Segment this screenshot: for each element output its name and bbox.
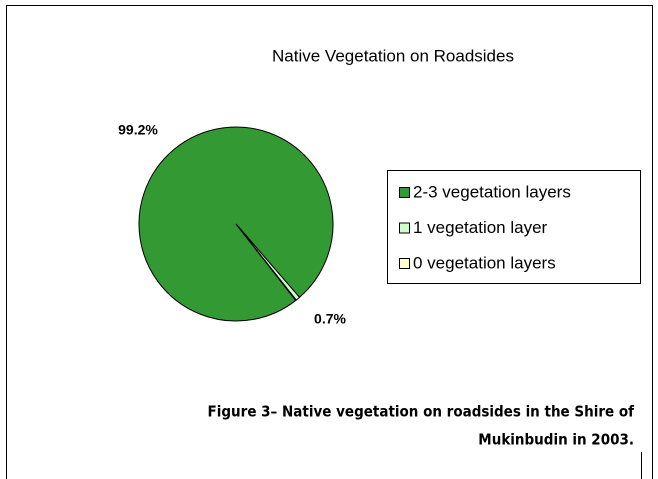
- legend-swatch: [399, 222, 410, 234]
- data-label: 0.7%: [314, 311, 346, 327]
- legend-swatch: [399, 258, 410, 269]
- chart-title: Native Vegetation on Roadsides: [272, 46, 514, 65]
- data-label: 99.2%: [118, 122, 158, 138]
- legend-label: 0 vegetation layers: [413, 253, 556, 272]
- caption-line: Mukinbudin in 2003.: [478, 431, 634, 449]
- legend-label: 2-3 vegetation layers: [413, 182, 571, 201]
- chart-frame: [6, 5, 653, 479]
- pie-slice: [235, 223, 297, 302]
- legend-label: 1 vegetation layer: [413, 218, 548, 237]
- caption-line: Figure 3– Native vegetation on roadsides…: [208, 403, 635, 421]
- legend-swatch: [399, 187, 410, 198]
- legend-box: [387, 170, 641, 284]
